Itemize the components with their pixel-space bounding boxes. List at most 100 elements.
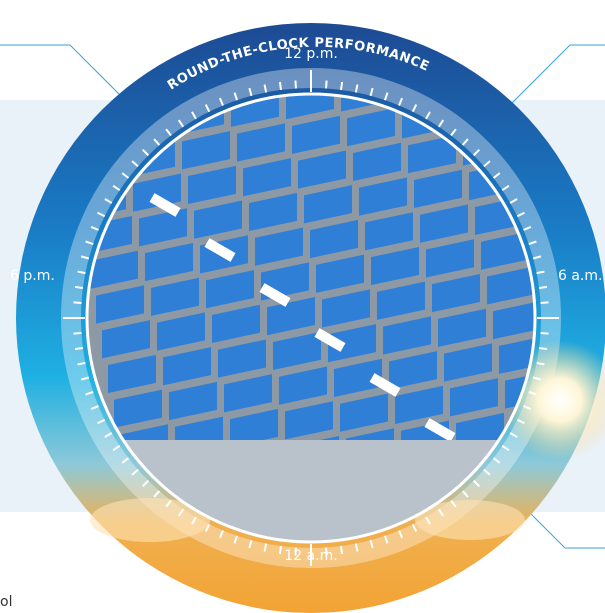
roof-panel — [194, 200, 242, 239]
clock-tick — [142, 479, 150, 487]
roof-panel — [230, 408, 278, 448]
clock-tick — [528, 390, 537, 396]
roof-panel — [444, 343, 492, 382]
clock-label: 6 p.m. — [10, 268, 55, 284]
roof-panel — [316, 254, 364, 293]
roof-panel — [438, 308, 486, 347]
roof-panel — [157, 312, 205, 351]
clock-tick — [354, 543, 359, 552]
clock-tick — [97, 418, 106, 425]
clock-tick — [483, 160, 491, 168]
clock-tick — [218, 530, 224, 539]
roof-panel — [298, 150, 346, 189]
clock-tick — [191, 516, 197, 525]
roof-panel — [151, 277, 199, 316]
clock-tick — [278, 81, 282, 91]
clock-tick — [263, 543, 268, 552]
clock-tick — [450, 499, 457, 508]
clock-tick — [540, 332, 549, 335]
roof-panel — [347, 108, 395, 147]
roof-panel — [163, 347, 211, 386]
roof-panel — [420, 204, 468, 243]
clock-tick — [461, 490, 469, 498]
clock-tick — [523, 405, 532, 411]
roof-panel — [334, 358, 382, 398]
clock-tick — [516, 211, 525, 218]
roof-panel — [114, 389, 162, 428]
clock-tick — [73, 332, 82, 335]
roof-panel — [218, 339, 266, 378]
clock-tick — [461, 138, 469, 146]
clock-tick — [90, 225, 99, 231]
clock-tick — [112, 444, 121, 452]
clock-tick — [437, 119, 445, 128]
roof-panel — [432, 273, 480, 313]
clock-tick — [532, 255, 542, 260]
clock-tick — [509, 198, 518, 204]
clock-tick — [501, 184, 510, 192]
roof-light — [314, 328, 346, 352]
roof-panel — [383, 316, 431, 355]
clock-tick — [80, 376, 90, 381]
clock-tick — [437, 508, 445, 517]
clock-tick — [191, 111, 197, 120]
clock-tick — [383, 92, 389, 101]
roof-panel — [292, 115, 340, 154]
roof-panel — [255, 227, 303, 266]
clock-label: 12 p.m. — [284, 46, 338, 62]
roof-panel — [212, 304, 260, 343]
roof-panel — [450, 378, 498, 417]
clock-tick — [165, 128, 172, 137]
clock-tick — [218, 97, 224, 106]
clock-tick — [248, 87, 253, 97]
roof-panel — [249, 192, 297, 232]
roof-panel — [310, 219, 358, 259]
clock-tick — [73, 301, 82, 304]
roof-panel — [90, 250, 138, 289]
clock-tick — [536, 361, 545, 366]
roof-panel — [371, 246, 419, 286]
roof-panel — [102, 320, 150, 359]
clock-tick — [325, 80, 328, 89]
clock-tick — [104, 198, 113, 204]
roof-panel — [487, 266, 535, 305]
clock-tick — [369, 539, 374, 549]
clock-tick — [509, 432, 518, 438]
roof-panel — [481, 231, 529, 270]
clock-tick — [153, 138, 161, 146]
roof-panel — [286, 94, 334, 120]
clock-tick — [425, 516, 431, 525]
roof-light — [424, 418, 456, 442]
clock-tick — [369, 87, 374, 97]
roof-panel — [377, 281, 425, 320]
roof-panel — [500, 16, 548, 54]
clock-tick — [450, 128, 457, 137]
clock-tick — [411, 523, 418, 532]
roof-panel — [182, 131, 230, 170]
clock-tick — [425, 111, 431, 120]
clock-tick — [383, 535, 389, 544]
clock-tick — [233, 92, 239, 101]
clock-tick — [177, 508, 185, 517]
clock-tick — [165, 499, 172, 508]
roof-panel — [493, 301, 535, 340]
clock-tick — [121, 457, 130, 464]
roof-panel — [279, 366, 327, 405]
photo-border — [85, 92, 537, 544]
clock-tick — [532, 376, 542, 381]
roof-panel — [506, 50, 554, 88]
clock-tick — [538, 347, 548, 351]
clock-tick — [340, 545, 344, 555]
clock-tick — [278, 545, 282, 555]
clock-tick — [248, 539, 253, 549]
roof-panel — [285, 401, 333, 440]
clock-tick — [492, 457, 501, 464]
cloud — [90, 498, 210, 542]
roof-panel — [395, 385, 443, 425]
clock-tick — [85, 390, 94, 396]
roof-light — [204, 238, 236, 262]
roof-panel — [353, 142, 401, 181]
clock-tick — [483, 468, 491, 476]
